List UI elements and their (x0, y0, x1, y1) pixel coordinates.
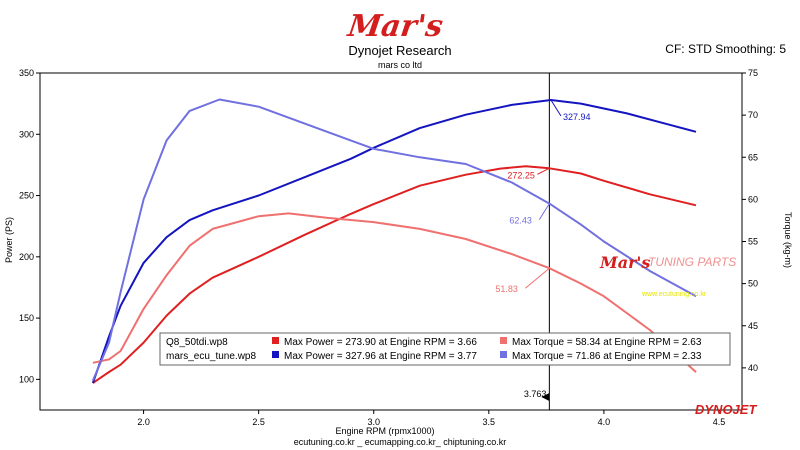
dynojet-logo: DYNOJET (695, 402, 757, 417)
y-tick-label: 250 (19, 191, 34, 201)
chart-title: Dynojet Research (348, 43, 452, 58)
legend: Q8_50tdi.wp8 Max Power = 273.90 at Engine… (159, 332, 731, 366)
annotation-label: 327.94 (563, 112, 591, 122)
legend-box (159, 332, 731, 366)
y2-tick-label: 70 (748, 110, 758, 120)
series-line-3 (92, 212, 697, 373)
series-line-2 (91, 99, 697, 384)
y2-axis-label: Torque (kg-m) (783, 212, 793, 268)
cf-smoothing-label: CF: STD Smoothing: 5 (665, 42, 786, 56)
watermark-url: www.ecutuning.co.kr (641, 291, 707, 298)
y-axis-label: Power (PS) (4, 217, 14, 263)
y-tick-label: 100 (19, 374, 34, 384)
y2-tick-label: 75 (748, 68, 758, 78)
y2-tick-label: 50 (748, 279, 758, 289)
watermark-brand: Mar's (599, 253, 650, 272)
chart-annotations: 327.94 272.25 62.43 51.83 (495, 99, 591, 294)
brand-logo-text: Mar's (345, 9, 445, 42)
y-tick-label: 150 (19, 313, 34, 323)
annotation-leader (525, 267, 550, 289)
x-tick-label: 2.0 (137, 417, 150, 427)
y2-tick-label: 55 (748, 237, 758, 247)
legend-file: Q8_50tdi.wp8 (166, 337, 228, 348)
cursor-arrow (541, 393, 550, 401)
legend-torque: Max Torque = 58.34 at Engine RPM = 2.63 (512, 337, 702, 348)
legend-power: Max Power = 327.96 at Engine RPM = 3.77 (284, 351, 477, 362)
y2-tick-label: 60 (748, 194, 758, 204)
chart-series (91, 98, 697, 384)
y-tick-label: 200 (19, 252, 34, 262)
y-tick-label: 300 (19, 129, 34, 139)
y2-tick-label: 65 (748, 152, 758, 162)
series-line-1 (92, 165, 697, 384)
legend-swatch (272, 351, 279, 358)
brand-logo: Mar's (345, 9, 445, 42)
chart-subtitle: mars co ltd (377, 60, 422, 70)
x-tick-label: 4.5 (713, 417, 726, 427)
legend-swatch (272, 337, 279, 344)
y2-tick-label: 40 (748, 363, 758, 373)
annotation-label: 272.25 (507, 170, 535, 180)
series-line-4 (91, 98, 697, 381)
watermark-text: TUNING PARTS (648, 255, 736, 269)
x-tick-label: 3.5 (483, 417, 496, 427)
legend-file: mars_ecu_tune.wp8 (166, 351, 256, 362)
annotation-leader (538, 203, 550, 220)
legend-swatch (500, 351, 507, 358)
x-tick-label: 2.5 (252, 417, 265, 427)
annotation-leader (550, 99, 562, 117)
legend-torque: Max Torque = 71.86 at Engine RPM = 2.33 (512, 351, 702, 362)
annotation-label: 62.43 (509, 216, 532, 226)
y2-tick-label: 45 (748, 321, 758, 331)
legend-swatch (500, 337, 507, 344)
x-tick-label: 4.0 (598, 417, 611, 427)
footer-text: ecutuning.co.kr _ ecumapping.co.kr_ chip… (293, 437, 507, 447)
x-tick-label: 3.0 (367, 417, 380, 427)
cursor-value: 3.763 (524, 389, 547, 399)
legend-power: Max Power = 273.90 at Engine RPM = 3.66 (284, 337, 477, 348)
x-axis-label: Engine RPM (rpmx1000) (335, 426, 434, 436)
watermark: Mar's TUNING PARTS www.ecutuning.co.kr (599, 253, 736, 298)
annotation-label: 51.83 (495, 284, 518, 294)
annotation-leader (537, 167, 550, 175)
chart-axes: 2.0 2.5 3.0 3.5 4.0 4.5 100 150 200 250 300 350 40 45… (19, 68, 758, 427)
y-tick-label: 350 (19, 68, 34, 78)
